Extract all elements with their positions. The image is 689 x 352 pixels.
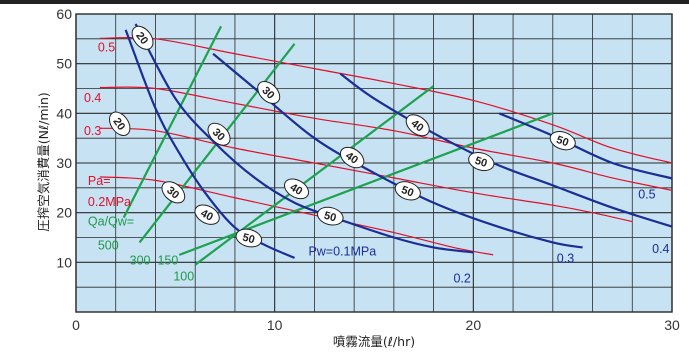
water-pressure-line bbox=[498, 112, 673, 180]
series-labels: 0.5 0.4 0.3 Pa= 0.2MPa Pw=0.1MPa 0.2 0.3 0.4 0.5 Q… bbox=[84, 40, 670, 285]
oval-label: 40 bbox=[194, 204, 220, 225]
x-tick-label: 20 bbox=[466, 317, 482, 333]
x-tick-label: 0 bbox=[72, 317, 80, 333]
oval-label: 20 bbox=[109, 111, 131, 136]
oval-label-shape bbox=[257, 80, 281, 104]
air-pressure-label: 0.4 bbox=[84, 91, 101, 105]
air-pressure-label: 0.2MPa bbox=[88, 195, 131, 209]
tick-labels: 0 10 20 30 10 20 30 40 50 60 bbox=[56, 6, 680, 333]
y-tick-label: 50 bbox=[56, 56, 72, 72]
oval-label: 50 bbox=[394, 181, 421, 201]
oval-label: 40 bbox=[405, 114, 430, 137]
y-tick-label: 40 bbox=[56, 105, 72, 121]
oval-label: 40 bbox=[283, 178, 310, 200]
x-axis-title: 噴霧流量(ℓ/hr) bbox=[333, 334, 415, 349]
air-pressure-line bbox=[99, 127, 633, 223]
oval-label: 30 bbox=[257, 80, 281, 104]
x-tick-label: 30 bbox=[664, 317, 680, 333]
oval-label: 30 bbox=[207, 122, 231, 146]
oval-label: 50 bbox=[317, 206, 344, 226]
oval-label-text: 40 bbox=[409, 118, 426, 135]
oval-label-text: 40 bbox=[288, 181, 305, 198]
ratio-label: 150 bbox=[157, 253, 178, 267]
oval-label-text: 50 bbox=[400, 184, 416, 199]
water-pressure-label: 0.4 bbox=[652, 242, 669, 256]
ratio-line bbox=[122, 25, 223, 219]
oval-label-text: 50 bbox=[323, 210, 338, 225]
oval-label-text: 50 bbox=[555, 134, 571, 149]
oval-label-shape bbox=[549, 131, 576, 151]
water-pressure-label: 0.2 bbox=[453, 272, 470, 286]
water-pressure-label: 0.5 bbox=[638, 187, 655, 201]
oval-label-shape bbox=[235, 228, 263, 248]
oval-label-shape bbox=[161, 181, 186, 204]
oval-label-shape bbox=[339, 146, 365, 169]
oval-labels: 20 30 40 50 20 30 40 50 30 40 50 40 50 50 bbox=[109, 25, 576, 248]
y-tick-label: 10 bbox=[56, 254, 72, 270]
oval-label-shape bbox=[394, 181, 421, 201]
oval-label: 50 bbox=[235, 228, 263, 248]
air-pressure-label: 0.3 bbox=[84, 124, 101, 138]
water-pressure-label: 0.3 bbox=[557, 251, 574, 265]
water-pressure-label: Pw=0.1MPa bbox=[308, 244, 376, 258]
water-pressure-line bbox=[134, 23, 474, 254]
air-pressure-line bbox=[99, 86, 673, 191]
oval-label-text: 40 bbox=[198, 207, 214, 223]
y-axis-title: 圧搾空気消費量(Nℓ/min) bbox=[36, 92, 51, 232]
air-pressure-label: 0.5 bbox=[98, 40, 115, 54]
oval-label-shape bbox=[405, 114, 430, 137]
oval-label: 30 bbox=[161, 181, 186, 204]
oval-label-shape bbox=[317, 206, 344, 226]
air-pressure-label: Pa= bbox=[88, 174, 111, 188]
y-tick-label: 30 bbox=[56, 155, 72, 171]
air-pressure-line bbox=[99, 36, 673, 164]
oval-label: 50 bbox=[468, 151, 495, 172]
oval-label-shape bbox=[131, 25, 154, 50]
oval-label-text: 50 bbox=[473, 155, 488, 170]
ratio-label: 100 bbox=[173, 270, 194, 284]
oval-label-text: 40 bbox=[343, 150, 360, 167]
y-tick-label: 60 bbox=[56, 6, 72, 22]
ratio-label: Qa/Qw= bbox=[88, 215, 134, 229]
ratio-line bbox=[194, 85, 435, 266]
ratio-label: 500 bbox=[98, 238, 119, 252]
oval-label-text: 20 bbox=[110, 116, 127, 133]
oval-label-text: 50 bbox=[241, 232, 256, 247]
oval-label-shape bbox=[207, 122, 231, 146]
oval-label-shape bbox=[194, 204, 220, 225]
oval-label-shape bbox=[109, 111, 131, 136]
x-tick-label: 10 bbox=[267, 317, 283, 333]
ratio-label: 300 bbox=[130, 253, 151, 267]
oval-label: 50 bbox=[549, 131, 576, 151]
oval-label-shape bbox=[468, 151, 495, 172]
y-tick-label: 20 bbox=[56, 205, 72, 221]
oval-label-text: 20 bbox=[133, 30, 150, 47]
water-pressure-line bbox=[124, 29, 295, 259]
air-pressure-line bbox=[99, 176, 494, 256]
top-header-strip bbox=[0, 0, 689, 4]
oval-label: 20 bbox=[131, 25, 154, 50]
oval-label-shape bbox=[283, 178, 310, 200]
oval-label: 40 bbox=[339, 146, 365, 169]
